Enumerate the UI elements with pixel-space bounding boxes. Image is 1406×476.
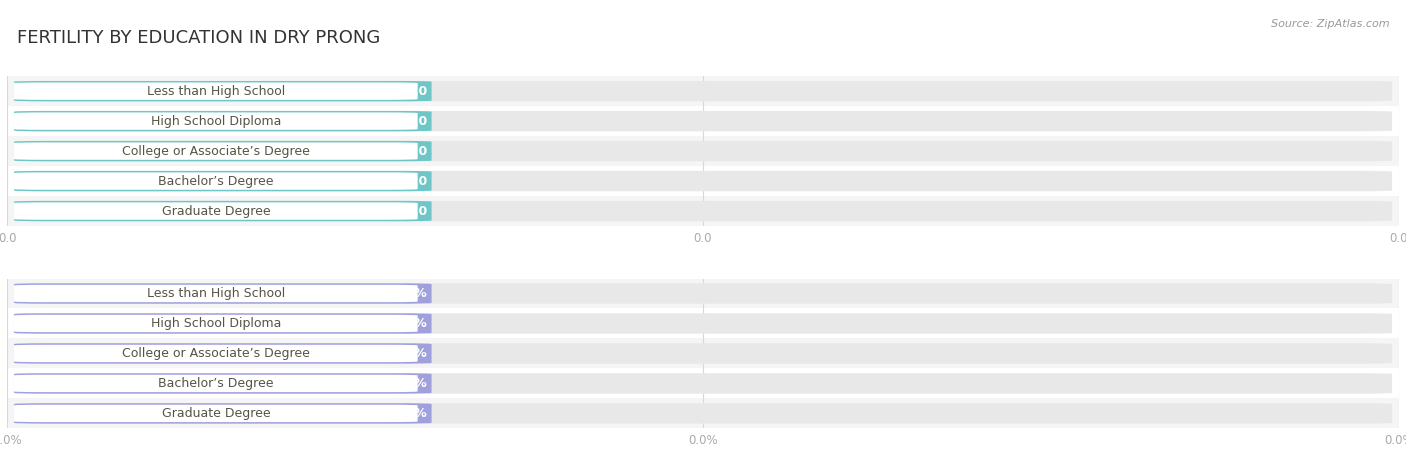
Text: 0.0%: 0.0%: [392, 287, 427, 300]
Bar: [7, 338, 1399, 368]
FancyBboxPatch shape: [14, 141, 432, 161]
FancyBboxPatch shape: [14, 313, 432, 334]
Text: 0.0: 0.0: [405, 145, 427, 158]
FancyBboxPatch shape: [14, 285, 418, 302]
Bar: [7, 166, 1399, 196]
Text: Source: ZipAtlas.com: Source: ZipAtlas.com: [1271, 19, 1389, 29]
Text: Bachelor’s Degree: Bachelor’s Degree: [157, 175, 274, 188]
Text: Graduate Degree: Graduate Degree: [162, 205, 270, 218]
Text: 0.0%: 0.0%: [392, 317, 427, 330]
FancyBboxPatch shape: [14, 403, 1392, 424]
FancyBboxPatch shape: [14, 81, 432, 101]
Text: 0.0: 0.0: [405, 205, 427, 218]
FancyBboxPatch shape: [14, 201, 1392, 221]
Text: 0.0%: 0.0%: [392, 407, 427, 420]
Text: Less than High School: Less than High School: [146, 85, 285, 98]
FancyBboxPatch shape: [14, 403, 432, 424]
FancyBboxPatch shape: [14, 201, 432, 221]
FancyBboxPatch shape: [14, 345, 418, 362]
FancyBboxPatch shape: [14, 112, 418, 130]
FancyBboxPatch shape: [14, 172, 418, 190]
FancyBboxPatch shape: [14, 111, 432, 131]
Bar: [7, 196, 1399, 226]
Text: College or Associate’s Degree: College or Associate’s Degree: [122, 347, 309, 360]
Text: 0.0: 0.0: [405, 115, 427, 128]
Bar: [7, 278, 1399, 308]
Text: College or Associate’s Degree: College or Associate’s Degree: [122, 145, 309, 158]
FancyBboxPatch shape: [14, 111, 1392, 131]
Bar: [7, 136, 1399, 166]
FancyBboxPatch shape: [14, 283, 432, 304]
Text: 0.0: 0.0: [405, 85, 427, 98]
FancyBboxPatch shape: [14, 343, 1392, 364]
Bar: [7, 398, 1399, 428]
FancyBboxPatch shape: [14, 142, 418, 160]
FancyBboxPatch shape: [14, 283, 1392, 304]
FancyBboxPatch shape: [14, 202, 418, 220]
Text: High School Diploma: High School Diploma: [150, 317, 281, 330]
Text: 0.0%: 0.0%: [392, 347, 427, 360]
FancyBboxPatch shape: [14, 141, 1392, 161]
Bar: [7, 368, 1399, 398]
Text: Bachelor’s Degree: Bachelor’s Degree: [157, 377, 274, 390]
FancyBboxPatch shape: [14, 375, 418, 392]
FancyBboxPatch shape: [14, 373, 432, 394]
FancyBboxPatch shape: [14, 315, 418, 332]
FancyBboxPatch shape: [14, 171, 1392, 191]
Text: 0.0: 0.0: [405, 175, 427, 188]
Bar: [7, 308, 1399, 338]
Bar: [7, 106, 1399, 136]
Text: Less than High School: Less than High School: [146, 287, 285, 300]
FancyBboxPatch shape: [14, 373, 1392, 394]
Text: High School Diploma: High School Diploma: [150, 115, 281, 128]
FancyBboxPatch shape: [14, 343, 432, 364]
FancyBboxPatch shape: [14, 81, 1392, 101]
Text: FERTILITY BY EDUCATION IN DRY PRONG: FERTILITY BY EDUCATION IN DRY PRONG: [17, 29, 380, 47]
FancyBboxPatch shape: [14, 82, 418, 100]
Text: Graduate Degree: Graduate Degree: [162, 407, 270, 420]
Text: 0.0%: 0.0%: [392, 377, 427, 390]
FancyBboxPatch shape: [14, 405, 418, 422]
Bar: [7, 76, 1399, 106]
FancyBboxPatch shape: [14, 171, 432, 191]
FancyBboxPatch shape: [14, 313, 1392, 334]
